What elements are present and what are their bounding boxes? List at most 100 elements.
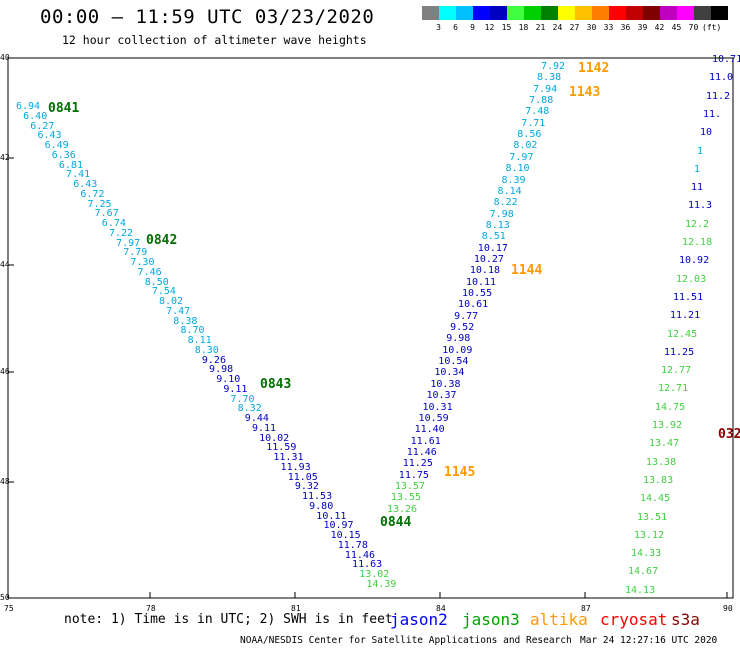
track-a-value: 8.02 [159, 296, 184, 307]
scale-label: 39 [637, 23, 648, 32]
track-c-value: 11.2 [706, 90, 731, 102]
track-a-value: 9.80 [309, 500, 334, 512]
track-b-value: 8.02 [513, 140, 538, 152]
track-a-value: 7.41 [66, 169, 91, 181]
track-c-value: 14.13 [625, 584, 656, 596]
pass-time-label: 0842 [146, 233, 178, 248]
track-a-value: 6.72 [80, 188, 105, 200]
track-a-value: 11.31 [273, 452, 304, 463]
track-c-value: 14.75 [655, 401, 686, 413]
longitude-label: 78 [146, 604, 156, 613]
track-b-value: 11.75 [398, 469, 429, 481]
track-a-value: 8.70 [180, 325, 205, 337]
track-a-value: 7.47 [166, 305, 191, 317]
track-c-value: 12.77 [661, 365, 692, 377]
legend-s3a: s3a [671, 610, 700, 629]
longitude-label: 75 [4, 604, 14, 613]
track-b-value: 10.34 [434, 367, 465, 379]
credit-text: NOAA/NESDIS Center for Satellite Applica… [240, 635, 572, 646]
scale-label: 36 [620, 23, 631, 32]
scale-swatch [643, 6, 660, 20]
track-a-value: 10.11 [316, 510, 347, 522]
track-b-value: 7.71 [521, 117, 546, 129]
track-b-value: 13.55 [390, 492, 421, 504]
legend-jason3: jason3 [462, 610, 520, 629]
track-b-value: 7.94 [533, 83, 558, 95]
track-b-value: 8.22 [493, 197, 518, 209]
track-b-value: 7.92 [541, 61, 566, 72]
pass-time-label: 032 [718, 427, 740, 442]
track-a-value: 7.97 [116, 237, 141, 249]
scale-label: 42 [654, 23, 665, 32]
scale-swatch [694, 6, 711, 20]
track-a-value: 8.30 [194, 344, 219, 356]
track-a-value: 9.44 [244, 413, 269, 424]
scale-label: 70 [688, 23, 699, 32]
longitude-label: 81 [291, 604, 301, 613]
track-c-value: 13.92 [652, 420, 683, 431]
track-c-value: 1 [694, 163, 701, 175]
track-b-value: 7.48 [525, 106, 550, 118]
latitude-label: 46 [0, 367, 10, 376]
track-c-value: 10 [700, 127, 713, 139]
scale-swatch [592, 6, 609, 20]
scale-label: 30 [586, 23, 597, 32]
track-a-value: 7.22 [108, 227, 134, 239]
scale-label: (ft) [702, 23, 722, 32]
page-title: 00:00 – 11:59 UTC 03/23/2020 [40, 6, 375, 28]
pass-time-label: 1143 [569, 85, 601, 100]
track-b-value: 7.97 [509, 151, 534, 163]
track-b-value: 10.37 [426, 390, 457, 402]
track-a-value: 11.93 [280, 461, 311, 473]
track-c-value: 13.83 [643, 474, 674, 486]
scale-swatch [711, 6, 728, 20]
track-b-value: 10.27 [473, 253, 504, 265]
track-b-value: 11.40 [414, 424, 445, 436]
scale-swatch [558, 6, 575, 20]
track-a-value: 9.11 [251, 422, 277, 434]
track-b-value: 7.98 [489, 208, 514, 220]
track-a-value: 10.97 [323, 520, 354, 532]
track-a-value: 6.43 [37, 130, 62, 142]
latitude-label: 44 [0, 260, 10, 269]
track-c-value: 12.18 [682, 237, 713, 248]
scale-label: 18 [518, 23, 529, 32]
scale-swatch [524, 6, 541, 20]
latitude-label: 50 [0, 593, 10, 602]
track-b-value: 8.38 [537, 72, 562, 84]
track-b-value: 10.31 [422, 401, 453, 413]
track-c-value: 11. [703, 108, 722, 120]
scale-swatch [626, 6, 643, 20]
track-c-value: 14.67 [628, 566, 659, 578]
track-b-value: 10.55 [462, 288, 493, 299]
scale-swatch [660, 6, 677, 20]
track-b-value: 8.10 [505, 163, 530, 175]
track-a-value: 8.32 [237, 403, 262, 415]
track-a-value: 9.10 [216, 374, 241, 385]
track-a-value: 7.70 [230, 393, 255, 405]
legend-jason2: jason2 [390, 610, 448, 629]
scale-swatch [677, 6, 694, 20]
track-b-value: 8.13 [485, 219, 510, 231]
latitude-label: 40 [0, 53, 10, 62]
scale-swatch [609, 6, 626, 20]
track-b-value: 10.38 [430, 378, 461, 390]
track-b-value: 9.52 [450, 322, 475, 334]
track-a-value: 8.38 [173, 315, 198, 327]
plot-frame [7, 57, 734, 599]
pass-time-label: 1144 [511, 263, 543, 278]
track-b-value: 10.17 [477, 242, 508, 254]
scale-swatch [490, 6, 507, 20]
track-b-value: 11.25 [402, 458, 433, 470]
longitude-label: 84 [436, 604, 446, 613]
track-a-value: 6.74 [101, 218, 126, 229]
scale-label: 12 [484, 23, 495, 32]
track-a-value: 9.32 [294, 481, 319, 493]
longitude-label: 90 [723, 604, 733, 613]
track-a-value: 7.67 [94, 208, 119, 220]
scale-label: 21 [535, 23, 546, 32]
scale-label: 6 [453, 23, 458, 32]
track-b-value: 8.14 [497, 185, 522, 197]
track-c-value: 11.3 [688, 200, 713, 212]
page-subtitle: 12 hour collection of altimeter wave hei… [62, 33, 367, 47]
